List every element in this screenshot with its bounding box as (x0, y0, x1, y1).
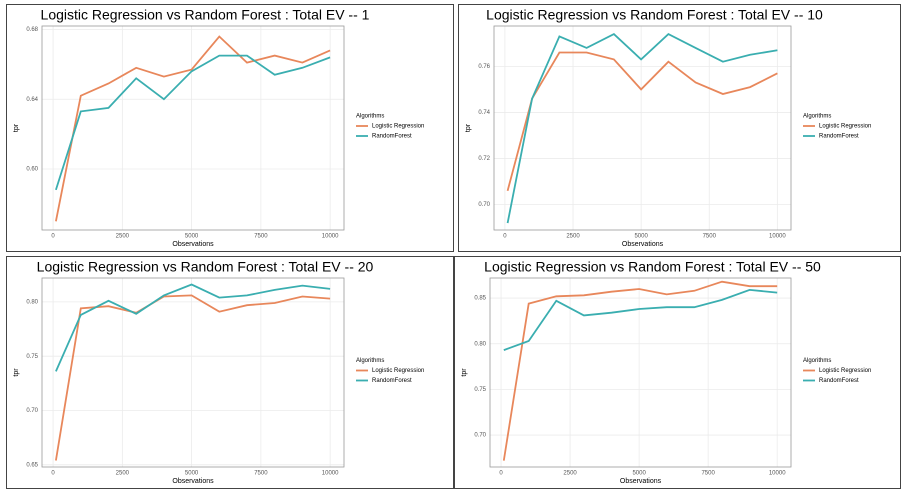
x-tick-label: 0 (499, 471, 503, 477)
legend-title: Algorithms (356, 114, 384, 120)
x-tick-label: 0 (503, 234, 507, 240)
legend-label: RandomForest (819, 378, 859, 384)
chart-panel: Logistic Regression vs Random Forest : T… (458, 4, 901, 252)
x-tick-label: 5000 (185, 234, 199, 240)
y-tick-label: 0.76 (478, 64, 490, 70)
x-axis-label: Observations (622, 241, 664, 248)
chart-title: Logistic Regression vs Random Forest : T… (41, 7, 370, 23)
legend-label: RandomForest (819, 134, 859, 140)
x-tick-label: 0 (51, 234, 55, 240)
plot-border (41, 25, 345, 231)
line-series (503, 288, 778, 351)
x-axis-label: Observations (620, 478, 662, 485)
x-tick-label: 2500 (116, 234, 130, 240)
line-series (55, 294, 331, 461)
plot-border (493, 25, 792, 231)
line-series (506, 33, 778, 224)
x-tick-label: 2500 (116, 471, 130, 477)
chart-panel: Logistic Regression vs Random Forest : T… (454, 256, 901, 489)
legend-label: Logistic Regression (819, 124, 871, 130)
x-tick-label: 5000 (632, 471, 646, 477)
chart-panel: Logistic Regression vs Random Forest : T… (6, 4, 454, 252)
chart-title: Logistic Regression vs Random Forest : T… (486, 7, 823, 23)
x-tick-label: 10000 (322, 471, 339, 477)
chart-panel: Logistic Regression vs Random Forest : T… (6, 256, 454, 489)
x-tick-label: 10000 (769, 234, 786, 240)
chart-title: Logistic Regression vs Random Forest : T… (484, 259, 821, 275)
line-series (55, 54, 331, 191)
legend-label: Logistic Regression (372, 368, 424, 374)
line-series (55, 283, 331, 372)
plot-border (489, 277, 792, 468)
y-tick-label: 0.60 (26, 167, 38, 173)
line-series (55, 35, 331, 222)
x-tick-label: 0 (51, 471, 55, 477)
panel-frame (458, 4, 901, 252)
line-series (502, 280, 778, 461)
y-tick-label: 0.70 (26, 408, 38, 414)
y-tick-label: 0.65 (26, 462, 38, 468)
y-tick-label: 0.80 (26, 299, 38, 305)
y-tick-label: 0.75 (26, 354, 38, 360)
x-axis-label: Observations (172, 241, 214, 248)
y-tick-label: 0.68 (26, 27, 38, 33)
x-tick-label: 2500 (566, 234, 580, 240)
y-tick-label: 0.80 (474, 341, 486, 347)
x-tick-label: 7500 (254, 234, 268, 240)
legend-label: RandomForest (372, 378, 412, 384)
legend-title: Algorithms (356, 358, 384, 364)
y-axis-label: tpr (13, 123, 20, 132)
x-tick-label: 5000 (185, 471, 199, 477)
x-tick-label: 7500 (701, 471, 715, 477)
legend-title: Algorithms (803, 358, 831, 364)
y-axis-label: tpr (13, 368, 20, 377)
line-series (506, 51, 778, 192)
y-axis-label: tpr (465, 123, 472, 132)
chart-title: Logistic Regression vs Random Forest : T… (37, 259, 374, 275)
y-tick-label: 0.72 (478, 156, 490, 162)
y-tick-label: 0.85 (474, 296, 486, 302)
y-tick-label: 0.64 (26, 97, 38, 103)
x-tick-label: 7500 (703, 234, 717, 240)
x-tick-label: 10000 (769, 471, 786, 477)
x-tick-label: 7500 (254, 471, 268, 477)
x-tick-label: 10000 (322, 234, 339, 240)
plot-border (41, 277, 345, 468)
legend-label: RandomForest (372, 134, 412, 140)
y-axis-label: tpr (461, 368, 468, 377)
legend-label: Logistic Regression (372, 124, 424, 130)
x-tick-label: 2500 (563, 471, 577, 477)
y-tick-label: 0.75 (474, 387, 486, 393)
panel-frame (454, 256, 901, 489)
legend-title: Algorithms (803, 114, 831, 120)
y-tick-label: 0.70 (474, 433, 486, 439)
y-tick-label: 0.74 (478, 110, 490, 116)
panel-frame (6, 256, 454, 489)
x-axis-label: Observations (172, 478, 214, 485)
x-tick-label: 5000 (634, 234, 648, 240)
y-tick-label: 0.70 (478, 202, 490, 208)
legend-label: Logistic Regression (819, 368, 871, 374)
